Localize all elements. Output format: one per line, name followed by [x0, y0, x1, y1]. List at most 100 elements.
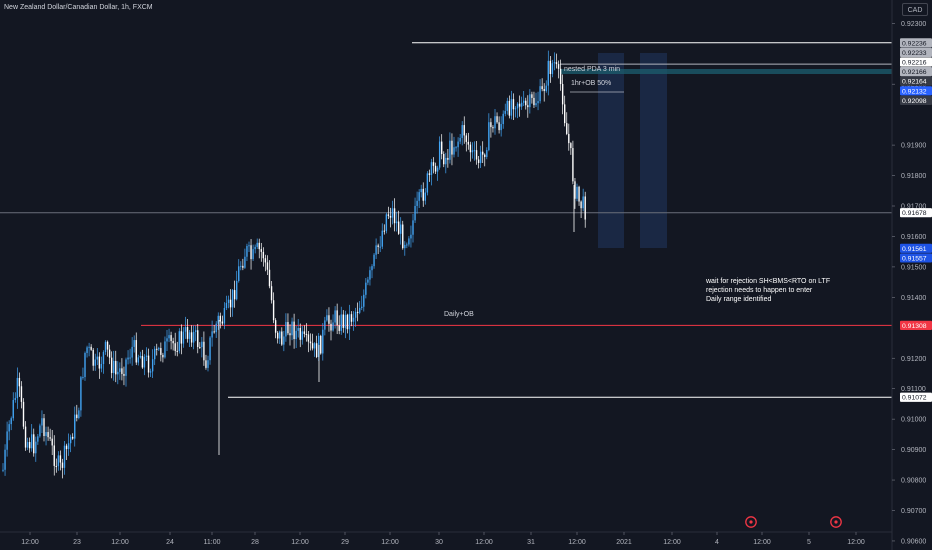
candle-body-155: [320, 335, 322, 354]
candle-body-13: [28, 442, 31, 449]
price-label-bg-2: [900, 57, 932, 67]
candle-body-6: [14, 398, 16, 400]
price-label-1: 0.92233: [902, 50, 927, 57]
candle-body-138: [285, 322, 287, 337]
x-tick-label-18: 12:00: [847, 539, 865, 546]
candle-body-125: [258, 242, 260, 250]
candle-body-111: [229, 299, 232, 308]
candle-body-113: [233, 290, 236, 300]
price-label-5: 0.92132: [902, 88, 927, 95]
candle-body-256: [527, 105, 529, 108]
candle-body-172: [354, 311, 357, 318]
candle-body-36: [76, 414, 78, 419]
candle-body-242: [498, 122, 500, 131]
candle-body-11: [24, 426, 27, 448]
y-tick-label-10: 0.91000: [901, 417, 926, 424]
candle-body-2: [6, 431, 8, 450]
candle-body-82: [170, 335, 172, 342]
candle-body-55: [115, 360, 117, 375]
y-tick-label-12: 0.90800: [901, 478, 926, 485]
candle-body-162: [334, 310, 336, 323]
candle-body-128: [264, 258, 267, 263]
candle-body-31: [65, 445, 68, 450]
candle-body-0: [2, 469, 4, 471]
candle-body-270: [555, 62, 558, 65]
candle-body-156: [322, 329, 324, 354]
candle-body-12: [26, 442, 29, 448]
candle-body-86: [178, 331, 180, 352]
price-label-8: 0.91561: [902, 246, 927, 253]
candle-body-29: [61, 462, 64, 468]
y-tick-label-7: 0.91400: [901, 295, 926, 302]
candle-body-186: [383, 230, 385, 232]
candle-body-92: [190, 332, 193, 343]
candle-body-268: [551, 63, 554, 74]
price-label-bg-1: [900, 47, 932, 57]
candle-body-142: [293, 321, 295, 340]
candle-body-248: [510, 99, 513, 116]
candle-body-104: [215, 323, 217, 333]
x-tick-label-13: 2021: [616, 539, 632, 546]
candle-body-157: [324, 320, 326, 330]
candle-body-282: [580, 201, 582, 209]
candle-body-45: [94, 359, 96, 366]
candle-body-53: [110, 357, 113, 374]
candle-body-95: [197, 330, 199, 347]
x-tick-label-5: 28: [251, 539, 259, 546]
candle-body-167: [344, 314, 347, 328]
candle-body-72: [149, 371, 152, 373]
note-line-1: wait for rejection SH<BMS<RTO on LTF: [706, 278, 831, 285]
candle-body-131: [270, 286, 273, 301]
candle-body-9: [20, 386, 23, 402]
candle-body-100: [207, 360, 209, 368]
price-label-6: 0.92098: [902, 98, 927, 105]
candle-body-209: [430, 162, 433, 175]
note-line-3: Daily range identified: [706, 296, 772, 303]
candle-body-222: [457, 141, 459, 148]
candle-body-77: [160, 348, 162, 355]
currency-button[interactable]: CAD: [902, 3, 928, 16]
x-tick-label-8: 12:00: [381, 539, 399, 546]
candle-body-116: [240, 265, 242, 267]
candle-body-260: [535, 103, 537, 106]
candle-body-133: [274, 320, 277, 333]
candle-body-90: [186, 327, 189, 339]
candle-body-176: [363, 294, 365, 307]
candle-body-123: [254, 246, 256, 250]
x-tick-label-9: 30: [435, 539, 443, 546]
candle-body-122: [252, 249, 254, 260]
candle-body-39: [82, 377, 84, 379]
price-label-bg-6: [900, 95, 932, 105]
candle-body-99: [205, 360, 207, 368]
candle-body-20: [43, 418, 45, 437]
candle-body-279: [574, 181, 576, 199]
y-tick-label-13: 0.90700: [901, 508, 926, 515]
candle-body-236: [486, 150, 488, 157]
candle-body-63: [131, 346, 133, 358]
event-icon-1-dot: [749, 520, 753, 524]
candle-body-97: [201, 341, 203, 348]
candle-body-68: [141, 355, 144, 368]
price-label-bg-4: [900, 76, 932, 86]
candle-body-173: [356, 311, 359, 313]
candle-body-102: [211, 331, 213, 338]
candle-body-185: [381, 230, 383, 247]
candle-body-49: [102, 352, 105, 364]
candle-body-121: [250, 245, 252, 260]
candle-body-192: [395, 221, 398, 224]
candle-body-272: [559, 68, 562, 85]
candle-body-246: [506, 100, 508, 111]
candle-body-67: [139, 355, 142, 358]
candle-body-284: [584, 196, 586, 220]
candle-body-265: [545, 85, 547, 92]
candle-body-130: [268, 269, 271, 287]
price-label-bg-9: [900, 253, 932, 263]
candle-body-79: [164, 341, 166, 358]
candle-body-178: [367, 279, 369, 283]
candle-body-48: [100, 363, 103, 369]
price-label-bg-3: [900, 66, 932, 77]
event-icon-2-dot: [834, 520, 838, 524]
candle-body-106: [219, 315, 221, 322]
